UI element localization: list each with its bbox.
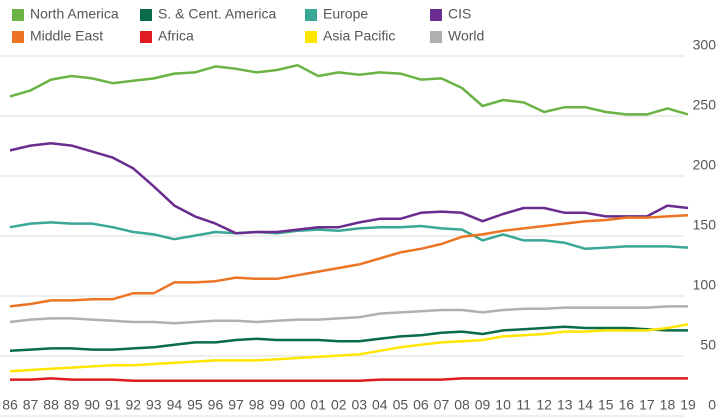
y-tick-label: 100 xyxy=(693,277,717,293)
x-tick-label: 00 xyxy=(290,397,306,413)
x-tick-label: 93 xyxy=(146,397,162,413)
legend-swatch xyxy=(305,9,317,21)
x-tick-label: 09 xyxy=(475,397,491,413)
y-tick-label: 0 xyxy=(708,397,716,413)
x-tick-label: 96 xyxy=(208,397,224,413)
x-tick-label: 92 xyxy=(125,397,141,413)
legend-swatch xyxy=(12,31,24,43)
x-tick-label: 86 xyxy=(2,397,18,413)
legend-label: Europe xyxy=(323,6,368,22)
x-tick-label: 03 xyxy=(351,397,367,413)
x-tick-label: 11 xyxy=(516,397,531,413)
y-tick-label: 50 xyxy=(700,337,716,353)
x-tick-label: 02 xyxy=(331,397,347,413)
y-tick-label: 200 xyxy=(693,157,717,173)
x-tick-label: 10 xyxy=(495,397,511,413)
x-tick-label: 18 xyxy=(660,397,676,413)
series-line xyxy=(9,221,689,251)
legend-swatch xyxy=(430,9,442,21)
legend-label: North America xyxy=(30,6,119,22)
legend-swatch xyxy=(12,9,24,21)
legend-label: S. & Cent. America xyxy=(158,6,276,22)
series-line xyxy=(9,63,689,116)
legend-label: World xyxy=(448,28,484,44)
legend-swatch xyxy=(430,31,442,43)
series-line xyxy=(9,141,689,235)
x-tick-label: 95 xyxy=(187,397,203,413)
x-tick-label: 13 xyxy=(557,397,573,413)
x-tick-label: 94 xyxy=(167,397,183,413)
legend-label: Africa xyxy=(158,28,194,44)
x-tick-label: 04 xyxy=(372,397,388,413)
x-tick-label: 01 xyxy=(310,397,326,413)
x-tick-label: 17 xyxy=(639,397,655,413)
legend-swatch xyxy=(140,31,152,43)
legend-swatch xyxy=(305,31,317,43)
legend-label: CIS xyxy=(448,6,471,22)
legend-label: Middle East xyxy=(30,28,103,44)
y-tick-label: 300 xyxy=(693,37,717,53)
x-tick-label: 90 xyxy=(84,397,100,413)
x-tick-label: 87 xyxy=(23,397,39,413)
x-tick-label: 06 xyxy=(413,397,429,413)
x-tick-label: 89 xyxy=(64,397,80,413)
x-tick-label: 16 xyxy=(619,397,635,413)
series-line xyxy=(10,377,688,383)
series-line xyxy=(9,325,688,353)
x-tick-label: 98 xyxy=(249,397,265,413)
y-tick-label: 150 xyxy=(693,217,717,233)
legend-swatch xyxy=(140,9,152,21)
series-line xyxy=(9,213,689,308)
x-tick-label: 91 xyxy=(105,397,121,413)
y-tick-label: 250 xyxy=(693,97,717,113)
x-tick-label: 12 xyxy=(536,397,552,413)
x-tick-label: 07 xyxy=(434,397,450,413)
x-tick-label: 08 xyxy=(454,397,470,413)
x-tick-label: 97 xyxy=(228,397,244,413)
x-tick-label: 19 xyxy=(680,397,696,413)
x-tick-label: 99 xyxy=(269,397,285,413)
x-tick-label: 05 xyxy=(393,397,409,413)
legend-label: Asia Pacific xyxy=(323,28,395,44)
series-line xyxy=(9,305,688,325)
x-tick-label: 15 xyxy=(598,397,614,413)
series-line xyxy=(9,323,689,373)
x-tick-label: 14 xyxy=(577,397,593,413)
x-tick-label: 88 xyxy=(43,397,59,413)
